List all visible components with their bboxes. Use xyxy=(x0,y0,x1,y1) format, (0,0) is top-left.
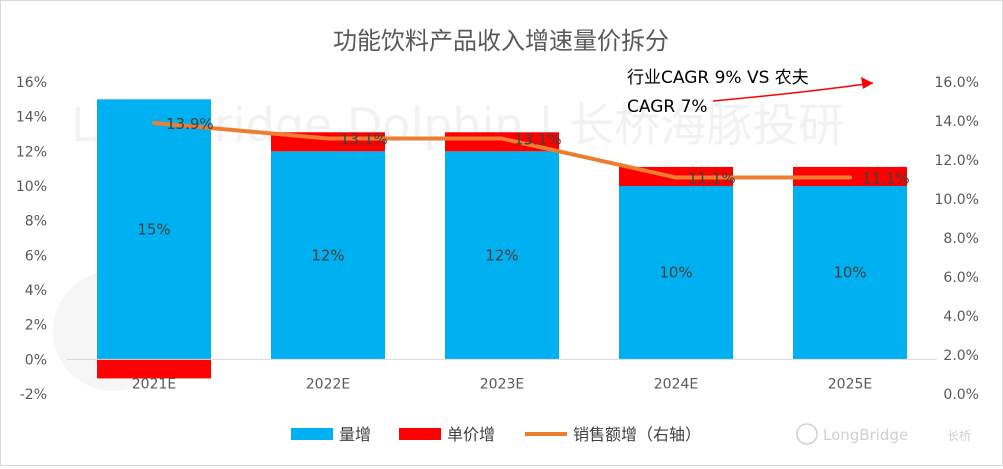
legend: 量增 单价增 销售额增（右轴） xyxy=(291,425,701,444)
left-tick-label: 4% xyxy=(25,283,47,299)
volume-bar-label: 12% xyxy=(485,246,518,264)
right-tick-label: 12.0% xyxy=(935,153,979,169)
annotation-arrowhead xyxy=(861,77,873,89)
right-tick-label: 16.0% xyxy=(935,75,979,91)
left-tick-label: 10% xyxy=(16,179,47,195)
x-tick-label: 2025E xyxy=(828,376,872,392)
volume-bar-label: 10% xyxy=(833,264,866,282)
left-tick-label: 0% xyxy=(25,352,47,368)
legend-label-volume: 量增 xyxy=(339,425,371,444)
chart-title: 功能饮料产品收入增速量价拆分 xyxy=(333,27,669,55)
right-tick-label: 10.0% xyxy=(935,192,979,208)
left-axis: 16% 14% 12% 10% 8% 6% 4% 2% 0% -2% xyxy=(16,75,47,403)
x-tick-label: 2023E xyxy=(480,376,524,392)
volume-bar-label: 15% xyxy=(137,220,170,238)
sales-growth-line xyxy=(152,120,852,180)
line-layer xyxy=(152,120,852,180)
legend-label-sales: 销售额增（右轴） xyxy=(573,425,701,444)
volume-bar xyxy=(793,186,907,360)
annotation-line-2: CAGR 7% xyxy=(627,97,708,117)
legend-swatch-volume xyxy=(291,428,333,440)
sales-growth-label: 13.1% xyxy=(514,131,562,149)
sales-growth-label: 13.9% xyxy=(166,115,214,133)
left-tick-label: 16% xyxy=(16,75,47,91)
bar-label-layer: 15% 12% 12% 10% 10% xyxy=(137,220,866,281)
left-tick-label: 2% xyxy=(25,318,47,334)
left-tick-label: -2% xyxy=(20,387,47,403)
volume-bar-label: 12% xyxy=(311,246,344,264)
legend-label-price: 单价增 xyxy=(447,425,495,444)
volume-bar xyxy=(97,99,211,360)
brand-icon xyxy=(796,423,818,445)
legend-swatch-price xyxy=(399,428,441,440)
left-tick-label: 6% xyxy=(25,248,47,264)
x-tick-label: 2021E xyxy=(132,376,176,392)
volume-bar xyxy=(445,151,559,360)
right-axis: 16.0% 14.0% 12.0% 10.0% 8.0% 6.0% 4.0% 2.0% 0.0% xyxy=(935,75,979,403)
volume-bar xyxy=(271,151,385,360)
left-tick-label: 12% xyxy=(16,144,47,160)
sales-growth-label: 11.1% xyxy=(862,170,910,188)
brand-sub: 长桥 xyxy=(947,429,971,443)
x-tick-label: 2024E xyxy=(654,376,698,392)
annotation-line-1: 行业CAGR 9% VS 农夫 xyxy=(627,68,809,88)
sales-growth-label: 11.1% xyxy=(688,170,736,188)
cagr-annotation: 行业CAGR 9% VS 农夫 CAGR 7% xyxy=(627,68,874,117)
volume-bar-label: 10% xyxy=(659,264,692,282)
x-axis-labels: 2021E 2022E 2023E 2024E 2025E xyxy=(132,376,872,392)
x-tick-label: 2022E xyxy=(306,376,350,392)
annotation-arrow xyxy=(712,82,874,102)
right-tick-label: 0.0% xyxy=(943,387,979,403)
line-label-layer: 13.9% 13.1% 13.1% 11.1% 11.1% xyxy=(166,115,910,188)
volume-bar xyxy=(619,186,733,360)
right-tick-label: 14.0% xyxy=(935,114,979,130)
left-tick-label: 8% xyxy=(25,214,47,230)
sales-growth-label: 13.1% xyxy=(340,131,388,149)
left-tick-label: 14% xyxy=(16,110,47,126)
brand-logo: LongBridge 长桥 xyxy=(796,423,971,445)
right-tick-label: 6.0% xyxy=(943,270,979,286)
bar-layer xyxy=(97,99,907,379)
right-tick-label: 4.0% xyxy=(943,309,979,325)
right-tick-label: 2.0% xyxy=(943,348,979,364)
brand-name: LongBridge xyxy=(823,426,908,444)
right-tick-label: 8.0% xyxy=(943,231,979,247)
price-bar xyxy=(97,359,211,379)
